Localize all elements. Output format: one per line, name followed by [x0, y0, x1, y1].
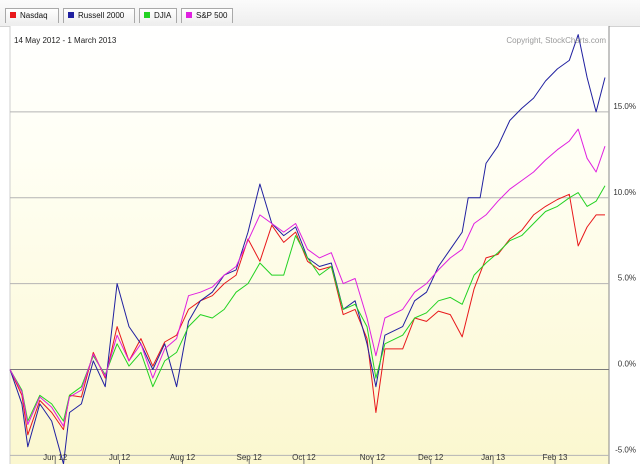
- legend-label-russell-2000: Russell 2000: [78, 11, 125, 20]
- x-tick-label-4: Oct 12: [292, 453, 316, 462]
- chart-area: 15.0% 10.0% 5.0% 0.0% -5.0% Jun 12 Jul 12 Aug …: [9, 26, 636, 464]
- y-tick-label-2: 5.0%: [618, 274, 636, 283]
- legend-swatch-sp-500: [186, 12, 192, 18]
- legend-label-djia: DJIA: [154, 11, 172, 20]
- legend-item-russell-2000[interactable]: Russell 2000: [63, 8, 135, 23]
- y-tick-label-4: -5.0%: [615, 445, 636, 454]
- legend-item-djia[interactable]: DJIA: [139, 8, 177, 23]
- series-layer: [9, 34, 606, 464]
- x-tick-label-2: Aug 12: [170, 453, 196, 462]
- date-range-label: 14 May 2012 - 1 March 2013: [14, 36, 117, 45]
- legend-swatch-nasdaq: [10, 12, 16, 18]
- x-axis-ticks: Jun 12 Jul 12 Aug 12 Sep 12 Oct 12 Nov 12 Dec …: [43, 453, 568, 464]
- x-tick-label-7: Jan 13: [481, 453, 506, 462]
- series-line-s-p-500: [9, 128, 606, 427]
- x-tick-label-5: Nov 12: [360, 453, 386, 462]
- legend-label-sp-500: S&P 500: [196, 11, 228, 20]
- legend-swatch-russell-2000: [68, 12, 74, 18]
- x-tick-label-8: Feb 13: [543, 453, 568, 462]
- x-tick-label-0: Jun 12: [43, 453, 68, 462]
- legend-item-nasdaq[interactable]: Nasdaq: [5, 8, 59, 23]
- legend-item-sp-500[interactable]: S&P 500: [181, 8, 233, 23]
- y-tick-label-1: 10.0%: [613, 188, 636, 197]
- y-axis-ticks: 15.0% 10.0% 5.0% 0.0% -5.0%: [613, 102, 636, 454]
- x-tick-label-3: Sep 12: [237, 453, 263, 462]
- y-tick-label-0: 15.0%: [613, 102, 636, 111]
- y-tick-label-3: 0.0%: [618, 360, 636, 369]
- gridlines: [10, 111, 609, 456]
- plot-background: [10, 26, 609, 464]
- x-tick-label-1: Jul 12: [109, 453, 131, 462]
- legend-swatch-djia: [144, 12, 150, 18]
- legend-label-nasdaq: Nasdaq: [20, 11, 48, 20]
- x-tick-label-6: Dec 12: [418, 453, 444, 462]
- series-line-russell-2000: [9, 34, 606, 464]
- chart-legend: Nasdaq Russell 2000 DJIA S&P 500: [0, 0, 640, 27]
- copyright-label: Copyright, StockCharts.com: [506, 36, 606, 45]
